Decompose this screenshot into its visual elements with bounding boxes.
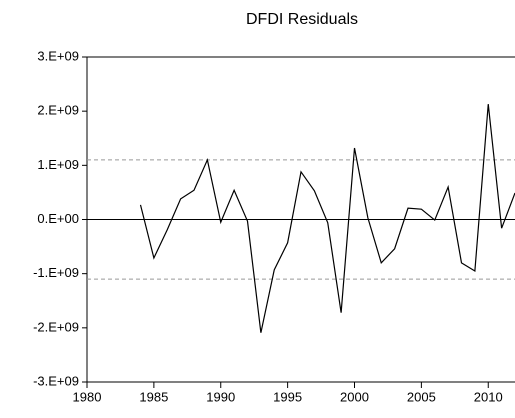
x-tick-label: 2010 [474,389,503,404]
y-tick-label: -1.E+09 [33,265,79,280]
series-line [139,104,515,333]
x-tick-label: 1985 [139,389,168,404]
y-tick-label: 1.E+09 [37,157,79,172]
x-tick-label: 2005 [407,389,436,404]
y-tick-label: 3.E+09 [37,48,79,63]
y-tick-label: 0.E+00 [37,211,79,226]
x-tick-label: 1990 [206,389,235,404]
x-tick-label: 2000 [340,389,369,404]
y-tick-label: 2.E+09 [37,103,79,118]
y-tick-label: -3.E+09 [33,373,79,388]
chart-title: DFDI Residuals [246,11,358,28]
x-tick-label: 1980 [73,389,102,404]
x-tick-label: 1995 [273,389,302,404]
y-tick-label: -2.E+09 [33,319,79,334]
